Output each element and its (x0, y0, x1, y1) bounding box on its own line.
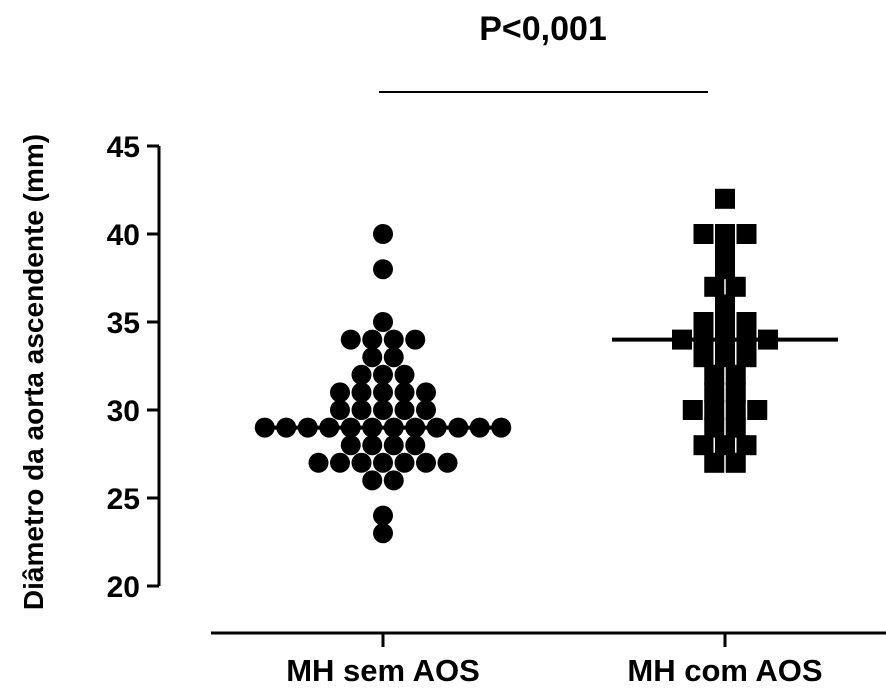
data-point-circle (373, 400, 393, 420)
data-point-circle (394, 452, 415, 473)
data-point-circle (362, 435, 383, 456)
y-tick-label: 30 (107, 395, 140, 428)
data-point-square (736, 347, 757, 368)
x-category-label: MH sem AOS (286, 653, 480, 688)
data-point-square (715, 241, 735, 262)
y-tick-label: 20 (107, 571, 140, 604)
data-point-square (715, 188, 735, 209)
data-point-circle (373, 523, 393, 544)
data-point-circle (362, 470, 383, 491)
data-point-circle (405, 435, 426, 456)
data-point-circle (351, 382, 372, 403)
data-point-circle (491, 417, 512, 438)
data-point-circle (394, 364, 415, 385)
x-category-label: MH com AOS (627, 653, 822, 688)
x-categories: MH sem AOS MH com AOS (286, 633, 823, 688)
data-point-circle (383, 435, 404, 456)
data-point-square (725, 452, 746, 473)
data-point-square (682, 400, 703, 420)
data-point-square (704, 382, 725, 403)
data-point-circle (383, 470, 404, 491)
data-point-circle (373, 505, 393, 526)
data-point-square (693, 224, 714, 244)
data-point-circle (330, 452, 350, 473)
data-point-circle (394, 400, 415, 420)
data-point-square (704, 276, 725, 297)
data-points (254, 188, 778, 544)
data-point-circle (308, 452, 329, 473)
data-point-circle (351, 400, 372, 420)
data-point-circle (405, 329, 426, 350)
data-point-circle (351, 364, 372, 385)
data-point-circle (383, 329, 404, 350)
median-lines (270, 337, 838, 430)
data-point-circle (416, 382, 436, 403)
data-point-square (725, 364, 746, 385)
data-point-circle (340, 329, 361, 350)
data-point-circle (373, 382, 393, 403)
data-point-circle (330, 382, 350, 403)
data-point-circle (373, 259, 393, 280)
data-point-circle (362, 329, 383, 350)
data-point-circle (416, 400, 436, 420)
data-point-circle (416, 452, 436, 473)
chart-title: P<0,001 (479, 10, 607, 48)
data-point-circle (373, 364, 393, 385)
data-point-square (715, 347, 735, 368)
data-point-circle (437, 452, 458, 473)
data-point-circle (394, 382, 415, 403)
data-point-square (715, 435, 735, 456)
data-point-square (736, 435, 757, 456)
y-tick-label: 35 (107, 307, 140, 340)
data-point-square (736, 312, 757, 332)
data-point-square (736, 224, 757, 244)
data-point-square (725, 276, 746, 297)
y-axis-label: Diâmetro da aorta ascendente (mm) (18, 134, 49, 610)
y-tick-label: 45 (107, 131, 140, 164)
data-point-circle (373, 452, 393, 473)
y-ticks: 20 25 30 35 40 45 (107, 131, 159, 604)
data-point-square (725, 400, 746, 420)
data-point-circle (254, 417, 275, 438)
data-point-square (715, 312, 735, 332)
data-point-circle (373, 224, 393, 244)
data-point-circle (330, 400, 350, 420)
data-point-square (704, 400, 725, 420)
y-tick-label: 25 (107, 483, 140, 516)
data-point-square (715, 294, 735, 315)
data-point-square (747, 400, 768, 420)
data-point-circle (362, 347, 383, 368)
data-point-square (693, 347, 714, 368)
data-point-circle (383, 347, 404, 368)
data-point-square (725, 417, 746, 438)
data-point-square (693, 312, 714, 332)
data-point-circle (340, 435, 361, 456)
data-point-square (693, 435, 714, 456)
data-point-square (704, 364, 725, 385)
data-point-square (715, 224, 735, 244)
data-point-circle (373, 312, 393, 332)
data-point-circle (351, 452, 372, 473)
y-tick-label: 40 (107, 219, 140, 252)
data-point-square (715, 259, 735, 280)
data-point-square (704, 452, 725, 473)
data-point-square (704, 417, 725, 438)
data-point-square (725, 382, 746, 403)
